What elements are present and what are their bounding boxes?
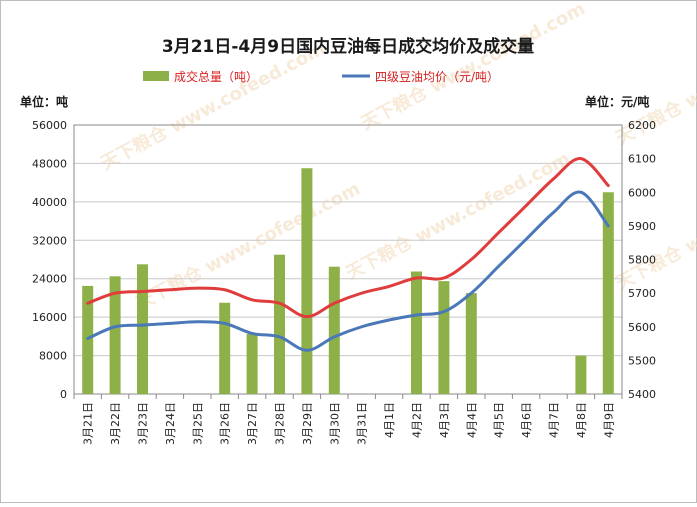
bar xyxy=(438,281,450,394)
x-tick-label: 3月23日 xyxy=(137,402,150,445)
x-tick-label: 4月6日 xyxy=(520,402,533,438)
x-tick-label: 4月5日 xyxy=(493,402,506,438)
x-tick-label: 3月29日 xyxy=(301,402,314,445)
x-axis-ticks: 3月21日 3月22日 3月23日 3月24日 3月25日 3月26日 3月27日 3月28日… xyxy=(73,394,623,445)
x-tick-label: 4月2日 xyxy=(411,402,424,438)
x-tick-label: 3月28日 xyxy=(274,402,287,445)
x-tick-label: 3月24日 xyxy=(164,402,177,445)
price-line-blue xyxy=(86,190,610,352)
legend-swatch-bars xyxy=(143,71,169,81)
x-tick-label: 4月9日 xyxy=(602,402,615,438)
legend-label-line: 四级豆油均价（元/吨） xyxy=(375,70,499,84)
right-tick-label: 6000 xyxy=(628,186,656,199)
price-line-red xyxy=(86,157,610,319)
line-series xyxy=(86,157,610,352)
right-tick-label: 5600 xyxy=(628,321,656,334)
legend: 成交总量（吨） 四级豆油均价（元/吨） xyxy=(143,69,499,84)
right-tick-label: 5500 xyxy=(628,354,656,367)
right-tick-label: 6100 xyxy=(628,153,656,166)
bar xyxy=(575,355,587,394)
bar xyxy=(219,302,231,394)
x-tick-label: 3月30日 xyxy=(328,402,341,445)
x-tick-label: 3月22日 xyxy=(109,402,122,445)
x-tick-label: 4月1日 xyxy=(383,402,396,438)
bar xyxy=(274,254,285,394)
x-tick-label: 4月3日 xyxy=(438,402,451,438)
x-tick-label: 3月25日 xyxy=(191,402,204,445)
gridlines xyxy=(74,162,622,357)
bar xyxy=(246,333,258,394)
x-tick-label: 3月31日 xyxy=(356,402,369,445)
bar xyxy=(109,276,121,394)
left-tick-label: 48000 xyxy=(32,157,67,170)
right-tick-label: 5900 xyxy=(628,220,656,233)
right-axis-unit: 单位：元/吨 xyxy=(585,94,649,109)
bar xyxy=(301,168,313,394)
left-axis-unit: 单位：吨 xyxy=(20,94,68,109)
x-tick-label: 3月26日 xyxy=(219,402,232,445)
left-tick-label: 8000 xyxy=(39,350,67,363)
right-axis-ticks: 5400 5500 5600 5700 5800 5900 6000 6100 6200 xyxy=(628,119,656,401)
legend-label-bars: 成交总量（吨） xyxy=(174,69,258,84)
right-tick-label: 5400 xyxy=(628,388,656,401)
left-axis-ticks: 0 8000 16000 24000 32000 40000 48000 56000 xyxy=(32,119,67,401)
x-tick-label: 4月8日 xyxy=(575,402,588,438)
left-tick-label: 24000 xyxy=(32,273,67,286)
left-tick-label: 0 xyxy=(60,388,67,401)
right-tick-label: 6200 xyxy=(628,119,656,132)
chart-title: 3月21日-4月9日国内豆油每日成交均价及成交量 xyxy=(162,36,534,57)
bar xyxy=(465,293,477,394)
bar xyxy=(137,264,148,394)
x-tick-label: 3月21日 xyxy=(82,402,95,445)
left-tick-label: 32000 xyxy=(32,234,67,247)
left-tick-label: 16000 xyxy=(32,311,67,324)
x-tick-label: 4月4日 xyxy=(465,402,478,438)
left-tick-label: 56000 xyxy=(32,119,67,132)
right-tick-label: 5800 xyxy=(628,254,656,267)
bar xyxy=(411,271,422,394)
bar xyxy=(328,266,340,394)
left-tick-label: 40000 xyxy=(32,196,67,209)
bar xyxy=(602,192,614,394)
x-tick-label: 3月27日 xyxy=(246,402,259,445)
right-tick-label: 5700 xyxy=(628,287,656,300)
x-tick-label: 4月7日 xyxy=(548,402,561,438)
